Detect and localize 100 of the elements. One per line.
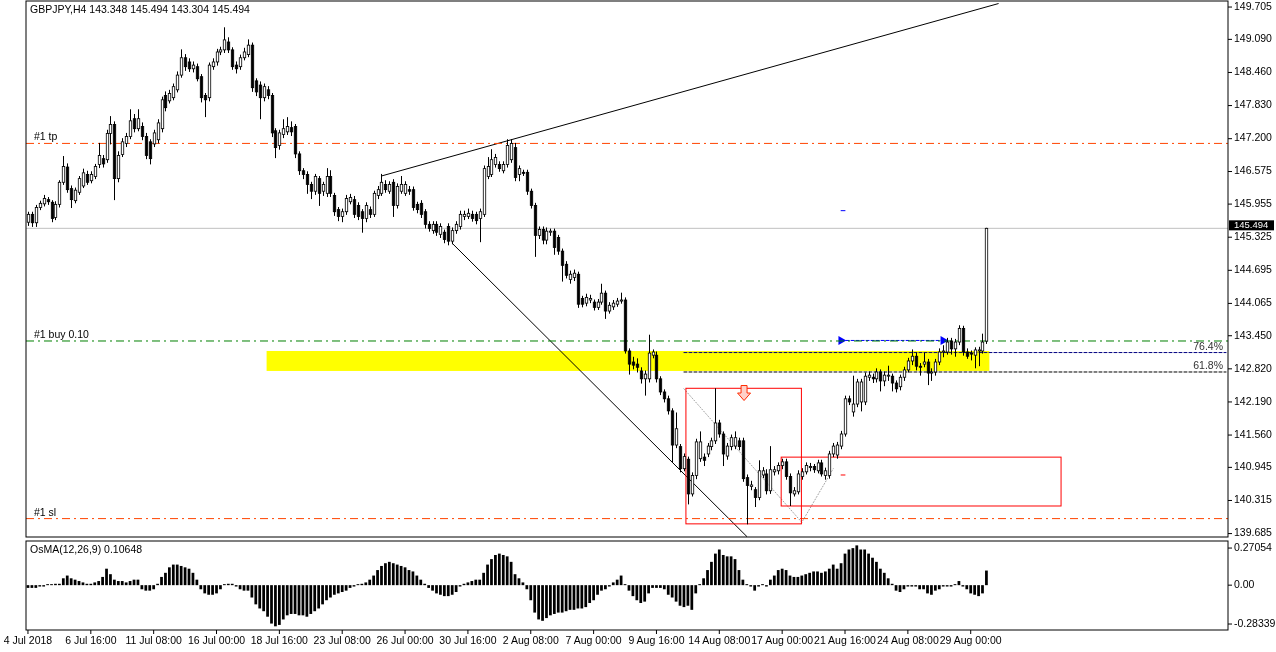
x-tick-label: 26 Jul 00:00 xyxy=(376,633,434,646)
bar xyxy=(215,585,218,594)
y-tick-label: 0.27054 xyxy=(1234,540,1273,553)
bar xyxy=(812,571,815,586)
bar xyxy=(391,563,395,586)
candlestick xyxy=(313,173,318,195)
bar xyxy=(446,585,450,597)
bar xyxy=(600,585,603,591)
legend-label: 61.8% xyxy=(1193,359,1224,371)
bar xyxy=(258,585,262,609)
bar xyxy=(831,564,835,586)
bar xyxy=(643,585,647,602)
bar xyxy=(933,585,937,591)
y-tick-label: 148.460 xyxy=(1234,65,1273,78)
bar xyxy=(973,585,977,595)
bar xyxy=(175,564,179,586)
bar xyxy=(859,549,863,586)
bar xyxy=(545,585,548,619)
bar xyxy=(820,572,823,586)
bar xyxy=(179,565,183,586)
bar xyxy=(977,585,980,597)
bar xyxy=(376,570,379,586)
bar xyxy=(556,585,560,613)
candlestick xyxy=(328,170,333,197)
bar xyxy=(501,554,505,586)
bar xyxy=(867,553,870,586)
bar xyxy=(474,579,478,586)
bar xyxy=(725,556,729,586)
bar xyxy=(584,585,588,608)
bar xyxy=(639,585,643,603)
y-tick-label: 143.450 xyxy=(1234,328,1273,341)
x-tick-label: 4 Jul 2018 xyxy=(3,633,53,646)
bar xyxy=(427,585,431,588)
bar xyxy=(211,585,214,595)
y-tick-label: 144.065 xyxy=(1234,296,1273,309)
bar xyxy=(470,581,474,586)
bar xyxy=(918,585,922,590)
bar xyxy=(207,585,211,595)
bar xyxy=(97,581,101,586)
bar xyxy=(875,561,878,586)
y-tick-label: 145.325 xyxy=(1234,229,1273,242)
bar xyxy=(329,585,332,598)
bar xyxy=(34,585,38,588)
bar xyxy=(804,574,808,586)
bar xyxy=(344,585,348,591)
bar xyxy=(615,579,619,586)
bar xyxy=(124,582,128,586)
bar xyxy=(289,585,293,614)
bar xyxy=(690,585,694,610)
bar xyxy=(65,575,69,586)
bar xyxy=(171,564,175,586)
bar xyxy=(490,559,493,586)
bar xyxy=(332,585,336,595)
bar xyxy=(305,585,309,617)
ref-line-label: #1 sl xyxy=(34,505,57,518)
bar xyxy=(937,585,941,590)
ref-line-label: #1 tp xyxy=(34,130,58,143)
bar xyxy=(415,575,419,586)
bar xyxy=(769,579,772,586)
bar xyxy=(254,585,258,605)
bar xyxy=(871,557,874,586)
bar xyxy=(321,585,324,605)
y-tick-label: 142.190 xyxy=(1234,394,1273,407)
x-tick-label: 21 Aug 16:00 xyxy=(814,633,877,646)
bar xyxy=(827,568,831,586)
bar xyxy=(270,585,273,624)
y-tick-label: 141.560 xyxy=(1234,427,1273,440)
x-tick-label: 16 Jul 00:00 xyxy=(187,633,246,646)
x-tick-label: 23 Jul 08:00 xyxy=(313,633,371,646)
bar xyxy=(431,585,434,591)
bar xyxy=(505,556,509,586)
bar xyxy=(922,585,925,590)
x-tick-label: 2 Aug 08:00 xyxy=(502,633,559,646)
bar xyxy=(277,585,281,625)
y-tick-label: 149.090 xyxy=(1234,32,1273,45)
bar xyxy=(364,582,368,586)
candlestick xyxy=(305,171,310,194)
bar xyxy=(659,585,662,588)
bar xyxy=(454,585,458,593)
bar xyxy=(796,576,800,586)
bar xyxy=(380,565,383,586)
x-tick-label: 6 Jul 16:00 xyxy=(65,633,117,646)
bar xyxy=(61,578,65,586)
bar xyxy=(635,585,639,601)
bar xyxy=(717,549,721,586)
x-tick-label: 24 Aug 08:00 xyxy=(876,633,939,646)
bar xyxy=(666,585,670,595)
candlestick xyxy=(277,129,282,150)
candlestick xyxy=(859,378,864,412)
bar xyxy=(199,585,203,590)
series-label: 76.4% xyxy=(1193,339,1224,352)
bar xyxy=(808,572,812,586)
bar xyxy=(714,553,717,586)
bar xyxy=(604,585,607,590)
candlestick xyxy=(552,228,557,255)
bar xyxy=(494,554,497,586)
y-tick-label: -0.28339 xyxy=(1234,616,1276,629)
bar xyxy=(780,568,784,586)
chart-title: GBPJPY,H4 143.348 145.494 143.304 145.494 xyxy=(30,3,251,15)
ref-line-label: 145.494 xyxy=(1234,218,1269,230)
